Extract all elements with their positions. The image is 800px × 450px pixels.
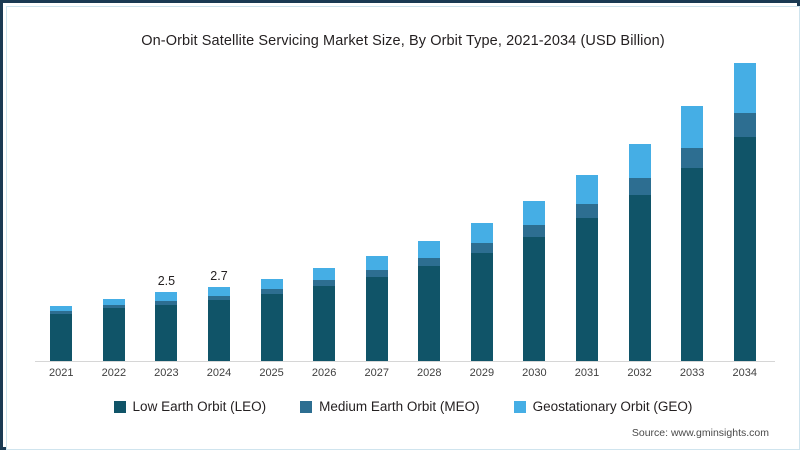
legend-item-0[interactable]: Low Earth Orbit (LEO) (113, 399, 267, 414)
bar-segment-meo-2032 (628, 178, 651, 196)
x-axis-line (35, 361, 775, 362)
bar-segment-leo-2031 (576, 217, 598, 361)
bar-segment-meo-2028 (418, 257, 441, 267)
bar-segment-geo-2021 (50, 306, 73, 312)
x-tick-2022: 2022 (101, 367, 127, 379)
bar-segment-meo-2027 (365, 269, 388, 278)
legend-label-0: Low Earth Orbit (LEO) (132, 399, 267, 414)
legend-item-1[interactable]: Medium Earth Orbit (MEO) (300, 399, 480, 414)
bar-2029[interactable] (470, 222, 493, 361)
bar-segment-meo-2031 (576, 203, 598, 218)
x-tick-2033: 2033 (679, 367, 705, 379)
bar-2028[interactable] (418, 240, 441, 361)
bar-segment-leo-2023 (155, 304, 178, 361)
x-tick-2024: 2024 (206, 367, 232, 379)
bar-segment-geo-2024 (208, 286, 230, 296)
chart-legend: Low Earth Orbit (LEO) Medium Earth Orbit … (3, 399, 800, 414)
bar-segment-meo-2023 (155, 300, 178, 305)
bar-segment-meo-2022 (102, 305, 125, 309)
bar-segment-meo-2030 (523, 224, 546, 238)
x-tick-2029: 2029 (469, 367, 495, 379)
chart-title: On-Orbit Satellite Servicing Market Size… (141, 33, 665, 49)
bar-value-label-2023: 2.5 (157, 274, 176, 289)
bar-segment-leo-2029 (470, 252, 493, 361)
chart-inner-border (6, 6, 800, 450)
x-tick-2027: 2027 (364, 367, 389, 379)
bar-2025[interactable] (260, 278, 283, 361)
bar-segment-leo-2025 (260, 294, 283, 361)
legend-item-2[interactable]: Geostationary Orbit (GEO) (513, 399, 693, 414)
bar-2027[interactable] (365, 255, 388, 361)
legend-swatch-meo (300, 400, 313, 413)
bar-segment-geo-2023 (155, 292, 178, 301)
x-tick-2032: 2032 (627, 367, 652, 379)
bar-segment-geo-2025 (260, 278, 283, 289)
source-attribution: Source: www.gminsights.com (631, 427, 769, 439)
bar-segment-leo-2028 (418, 266, 441, 361)
bar-segment-meo-2033 (681, 148, 704, 169)
bar-segment-meo-2024 (208, 295, 230, 301)
bar-2030[interactable] (523, 200, 546, 361)
bar-2024[interactable]: 2.7 (208, 269, 230, 361)
bar-segment-meo-2029 (470, 242, 493, 253)
bar-value-label-2024: 2.7 (210, 268, 228, 283)
bar-segment-leo-2027 (365, 277, 388, 361)
bar-segment-geo-2031 (576, 174, 598, 204)
bar-2031[interactable] (576, 174, 598, 361)
bar-segment-meo-2021 (50, 311, 73, 314)
bar-segment-meo-2026 (313, 280, 336, 287)
x-tick-2031: 2031 (574, 367, 600, 379)
plot-area: 2.5 2.7 (35, 63, 771, 361)
legend-swatch-leo (113, 400, 126, 413)
bar-segment-geo-2032 (628, 143, 651, 179)
bar-segment-meo-2034 (733, 113, 756, 138)
x-tick-2023: 2023 (154, 367, 179, 379)
bar-segment-geo-2033 (681, 106, 704, 149)
bar-segment-meo-2025 (260, 288, 283, 295)
bar-2033[interactable] (681, 106, 704, 361)
bar-segment-geo-2027 (365, 255, 388, 270)
bar-2021[interactable] (50, 306, 73, 361)
bar-segment-geo-2034 (733, 63, 756, 114)
bar-segment-leo-2026 (313, 286, 336, 361)
bar-segment-leo-2034 (733, 137, 756, 361)
x-tick-2030: 2030 (522, 367, 547, 379)
x-tick-2034: 2034 (732, 367, 757, 379)
x-tick-2028: 2028 (417, 367, 442, 379)
bar-2026[interactable] (313, 268, 336, 361)
bar-segment-geo-2022 (102, 299, 125, 306)
bar-segment-leo-2033 (681, 168, 704, 361)
bar-2032[interactable] (628, 143, 651, 361)
bar-2034[interactable] (733, 63, 756, 361)
bar-segment-leo-2024 (208, 300, 230, 361)
legend-swatch-geo (513, 400, 526, 413)
bar-segment-leo-2022 (102, 308, 125, 361)
bar-segment-leo-2021 (50, 313, 73, 361)
bar-2023[interactable]: 2.5 (155, 274, 178, 361)
bar-2022[interactable] (102, 299, 125, 361)
bar-segment-geo-2030 (523, 200, 546, 225)
bar-segment-geo-2026 (313, 268, 336, 281)
x-axis-tick-labels: 2021 2022 2023 2024 2025 2026 2027 2028 2029 2030… (35, 367, 775, 387)
x-tick-2026: 2026 (311, 367, 337, 379)
bar-segment-leo-2030 (523, 237, 546, 361)
bar-segment-leo-2032 (628, 195, 651, 361)
x-tick-2025: 2025 (259, 367, 284, 379)
bar-segment-geo-2028 (418, 240, 441, 258)
x-tick-2021: 2021 (49, 367, 74, 379)
legend-label-2: Geostationary Orbit (GEO) (532, 399, 693, 414)
bar-segment-geo-2029 (470, 222, 493, 243)
legend-label-1: Medium Earth Orbit (MEO) (319, 399, 480, 414)
